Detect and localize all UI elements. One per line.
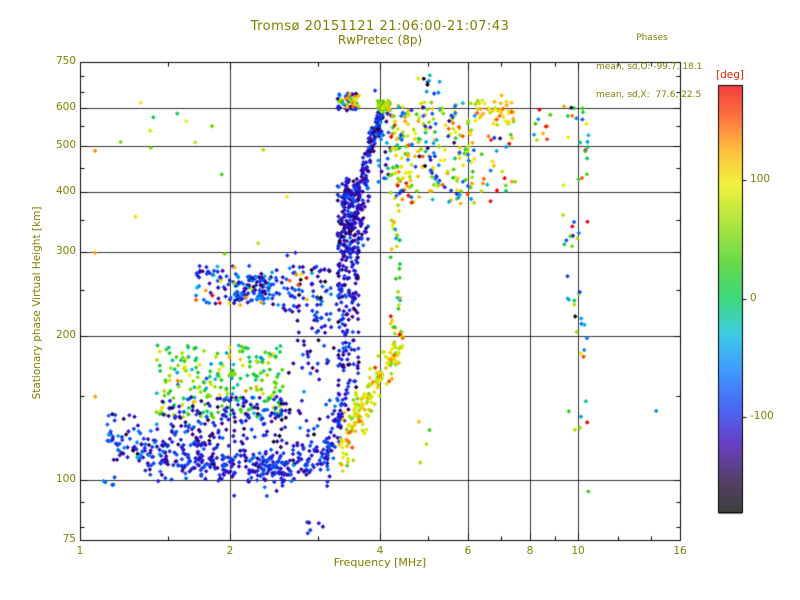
x-tick-label: 10: [571, 545, 585, 557]
stats-header: Phases: [636, 33, 668, 43]
y-axis-title: Stationary phase Virtual Height [km]: [31, 206, 43, 400]
plot-subtitle: RwPretec (8p): [337, 33, 423, 47]
y-tick-label: 600: [55, 101, 76, 113]
colorbar-tick-label: 0: [750, 292, 757, 304]
colorbar-tick-label: 100: [750, 173, 771, 185]
y-tick-label: 200: [55, 329, 76, 341]
x-axis-title: Frequency [MHz]: [333, 556, 427, 569]
x-tick-label: 1: [76, 545, 84, 557]
y-tick-label: 400: [55, 185, 76, 197]
x-tick-label: 6: [464, 545, 472, 557]
y-tick-label: 500: [55, 139, 76, 151]
y-tick-label: 300: [55, 245, 76, 257]
y-tick-label: 750: [55, 55, 76, 67]
colorbar-tick-label: -100: [750, 410, 774, 422]
x-tick-label: 4: [376, 545, 384, 557]
stats-x-mode: mean, sd,X: 77.6, 22.5: [596, 90, 702, 100]
y-tick-label: 75: [62, 533, 76, 545]
phase-stats-block: Phases mean, sd,O: -99.7, 18.1 mean, sd,…: [596, 15, 708, 120]
colorbar-unit-label: [deg]: [716, 69, 744, 81]
x-tick-label: 8: [526, 545, 534, 557]
plot-title: Tromsø 20151121 21:06:00-21:07:43: [250, 19, 510, 34]
x-tick-label: 16: [673, 545, 687, 557]
x-tick-label: 2: [226, 545, 234, 557]
stats-o-mode: mean, sd,O: -99.7, 18.1: [596, 61, 703, 72]
y-tick-label: 100: [55, 473, 76, 485]
